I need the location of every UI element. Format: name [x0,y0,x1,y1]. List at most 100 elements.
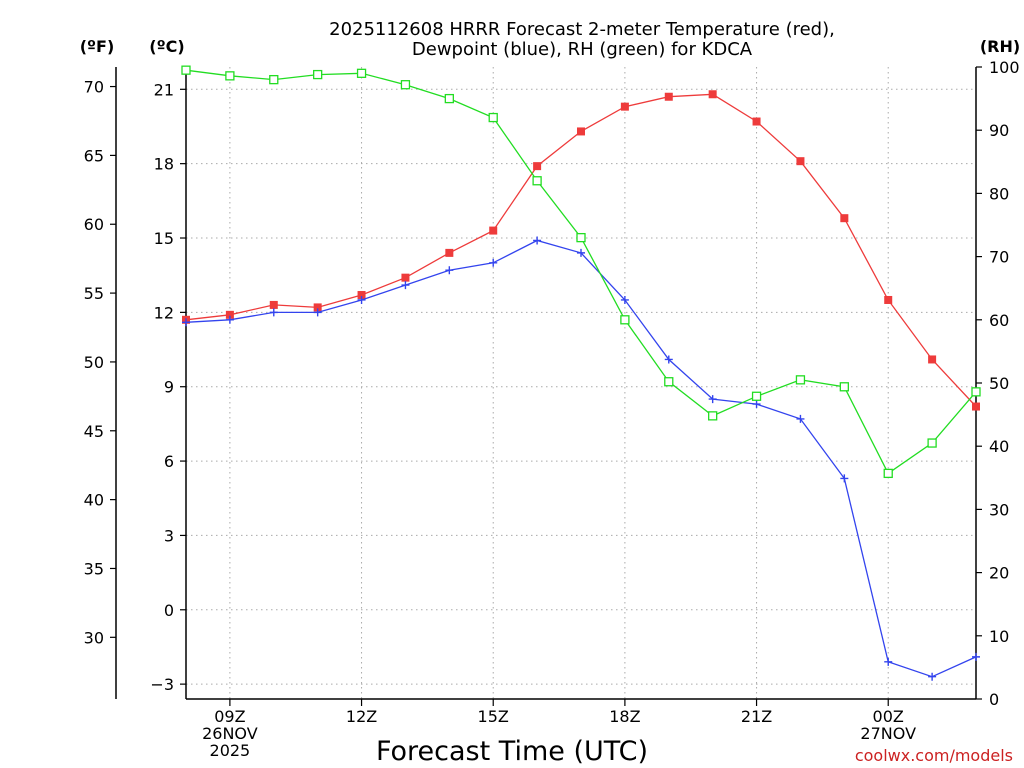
data-point-temperature [269,300,278,309]
data-point-dewpoint [752,400,761,409]
data-point-dewpoint [313,308,322,317]
data-point-rh [488,112,498,123]
data-point-dewpoint [445,266,454,275]
data-point-rh [313,69,323,80]
data-point-temperature [401,273,410,282]
data-point-temperature [489,226,498,235]
x-tick-label: 2025 [210,741,251,760]
data-point-temperature [225,310,234,319]
data-point-temperature [752,117,761,126]
x-axis-label: Forecast Time (UTC) [376,736,648,767]
celsius-tick-label: −3 [150,675,174,694]
data-point-dewpoint [269,308,278,317]
rh-tick-label: 90 [989,121,1009,140]
data-point-dewpoint [796,414,805,423]
celsius-tick-label: 0 [164,601,174,620]
data-point-temperature [972,402,980,411]
x-tick-label: 21Z [741,707,772,726]
data-point-temperature [664,92,673,101]
celsius-tick-label: 15 [154,229,174,248]
fahrenheit-tick-label: 35 [84,559,104,578]
rh-tick-label: 10 [989,627,1009,646]
data-point-dewpoint [664,355,673,364]
data-point-dewpoint [357,295,366,304]
celsius-tick-label: 21 [154,80,174,99]
data-point-temperature [620,102,629,111]
series-rh [181,65,981,479]
fahrenheit-tick-label: 50 [84,353,104,372]
data-point-rh [620,315,630,325]
celsius-axis-unit: (ºC) [149,37,184,56]
data-point-rh [751,391,762,401]
data-point-temperature [840,214,849,223]
x-tick-label: 00Z [873,707,904,726]
data-point-dewpoint [533,236,542,245]
data-point-dewpoint [928,672,937,681]
data-point-dewpoint [489,258,498,267]
celsius-tick-label: 6 [164,452,174,471]
data-point-temperature [928,355,937,364]
rh-tick-label: 50 [989,374,1009,393]
x-tick-label: 09Z [214,707,245,726]
x-tick-label: 27NOV [860,724,916,743]
data-point-dewpoint [884,657,893,666]
data-point-rh [927,438,937,448]
rh-tick-label: 40 [989,437,1009,456]
rh-tick-label: 60 [989,311,1009,330]
data-point-rh [181,65,191,75]
fahrenheit-tick-label: 30 [84,628,104,647]
x-tick-label: 26NOV [202,724,258,743]
data-point-temperature [708,90,717,99]
data-point-dewpoint [225,315,234,324]
celsius-tick-label: 3 [164,526,174,545]
rh-tick-label: 20 [989,564,1009,583]
data-point-rh [356,68,367,78]
credit-text: coolwx.com/models [855,746,1013,765]
data-point-rh [269,74,279,85]
data-point-rh [708,411,718,421]
rh-tick-label: 0 [989,690,999,709]
data-point-temperature [313,303,322,312]
fahrenheit-tick-label: 60 [84,215,104,234]
fahrenheit-tick-label: 40 [84,491,104,510]
rh-tick-label: 100 [989,58,1020,77]
x-tick-label: 15Z [478,707,509,726]
data-point-rh [444,93,454,104]
data-point-rh [664,377,674,387]
series-layer [181,65,981,681]
data-point-dewpoint [577,248,585,257]
series-dewpoint [182,236,980,681]
celsius-tick-label: 18 [154,155,174,174]
rh-axis-unit: (RH) [980,37,1020,56]
data-point-dewpoint [182,318,190,327]
x-tick-label: 18Z [609,707,640,726]
rh-tick-label: 80 [989,184,1009,203]
data-point-temperature [357,291,366,300]
series-temperature [182,90,980,411]
rh-tick-label: 70 [989,248,1009,267]
data-point-temperature [533,162,542,171]
data-point-dewpoint [972,652,980,661]
data-point-rh [400,80,411,90]
data-point-dewpoint [401,281,410,290]
data-point-rh [883,468,893,479]
chart-title-line1: 2025112608 HRRR Forecast 2-meter Tempera… [329,19,835,40]
celsius-tick-label: 12 [154,303,174,322]
fahrenheit-tick-label: 45 [84,422,104,441]
axes-layer: −3 0 3 6 9 12 15 18 21 30 35 40 45 50 55 60 65 70 0 10 20 30 4… [84,58,1020,760]
data-point-temperature [884,295,893,304]
data-point-temperature [445,248,454,257]
data-point-rh [532,176,542,186]
rh-tick-label: 30 [989,500,1009,519]
data-point-rh [839,382,849,392]
fahrenheit-tick-label: 65 [84,146,104,165]
data-point-rh [795,375,806,385]
data-point-temperature [577,127,585,136]
data-point-dewpoint [708,395,717,404]
data-point-dewpoint [840,474,849,483]
fahrenheit-axis-unit: (ºF) [80,37,115,56]
celsius-tick-label: 9 [164,378,174,397]
data-point-temperature [796,157,805,166]
